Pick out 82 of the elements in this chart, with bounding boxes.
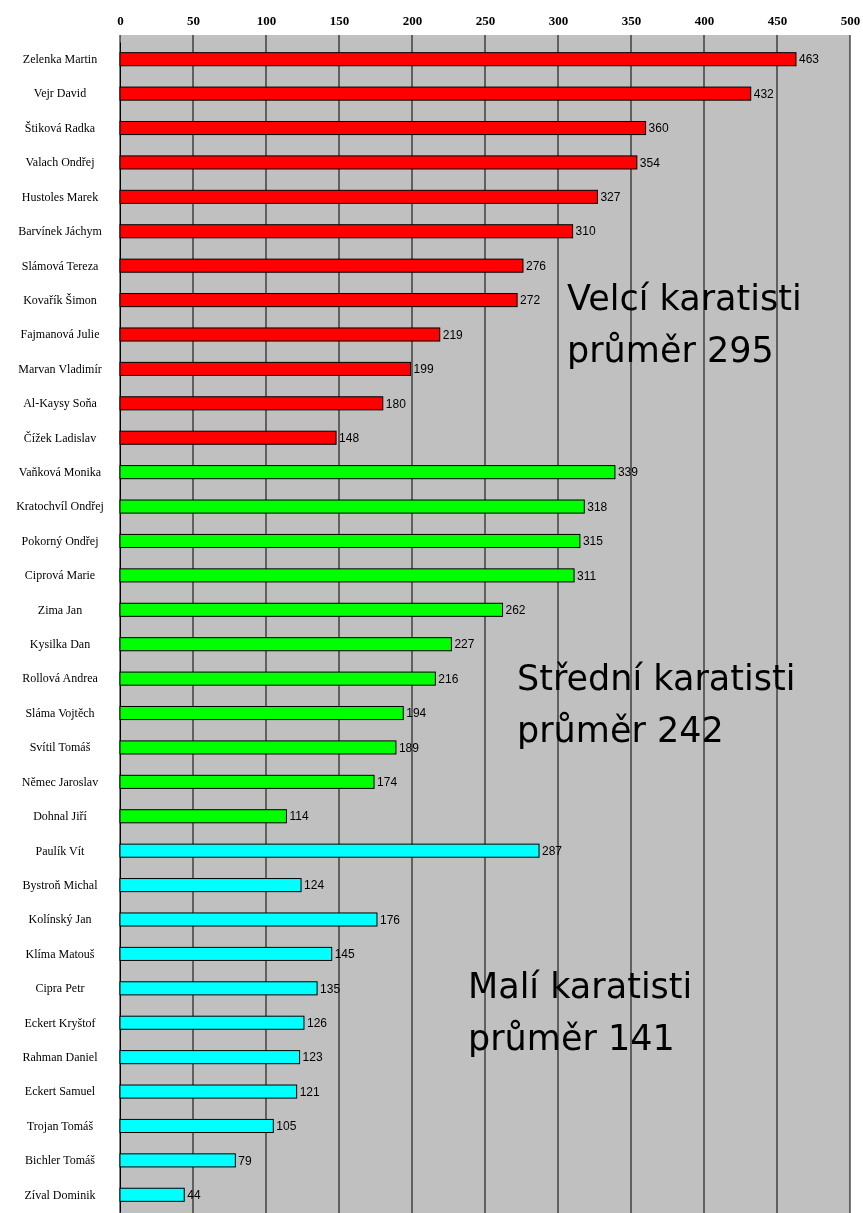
y-tick-label: Slámová Tereza bbox=[21, 258, 99, 273]
data-label: 276 bbox=[525, 258, 547, 273]
x-tick-label: 450 bbox=[767, 13, 788, 28]
y-tick-label: Kysilka Dan bbox=[29, 637, 91, 652]
data-label: 327 bbox=[600, 190, 621, 205]
y-tick-label: Sláma Vojtěch bbox=[25, 705, 95, 720]
y-tick-label: Trojan Tomáš bbox=[26, 1118, 94, 1133]
y-tick-label: Vejr David bbox=[33, 86, 87, 101]
x-tick-label: 0 bbox=[117, 13, 124, 28]
y-tick-label: Rollová Andrea bbox=[22, 671, 99, 686]
y-tick-label: Zima Jan bbox=[37, 602, 83, 617]
x-tick-label: 400 bbox=[694, 13, 715, 28]
y-tick-label: Kovařík Šimon bbox=[23, 292, 97, 307]
y-tick-label: Štiková Radka bbox=[24, 120, 96, 135]
data-label: 180 bbox=[385, 396, 407, 411]
data-label: 135 bbox=[320, 981, 341, 996]
y-tick-label: Kratochvíl Ondřej bbox=[16, 499, 104, 514]
x-tick-label: 350 bbox=[621, 13, 642, 28]
annotation: Střední karatisti průměr 242 bbox=[517, 658, 796, 750]
y-tick-label: Al-Kaysy Soňa bbox=[23, 396, 98, 411]
y-tick-label: Bichler Tomáš bbox=[25, 1153, 96, 1168]
data-label: 360 bbox=[648, 121, 669, 136]
data-label: 148 bbox=[339, 430, 360, 445]
data-label: 227 bbox=[454, 637, 475, 652]
y-tick-label: Fajmanová Julie bbox=[20, 327, 100, 342]
data-label: 176 bbox=[379, 912, 401, 927]
y-tick-label: Němec Jaroslav bbox=[21, 774, 99, 789]
data-label: 79 bbox=[238, 1153, 253, 1168]
data-label: 272 bbox=[520, 293, 541, 308]
x-tick-label: 300 bbox=[548, 13, 569, 28]
y-tick-label: Zelenka Martin bbox=[22, 52, 98, 67]
y-tick-label: Marvan Vladimír bbox=[18, 361, 102, 376]
data-label: 189 bbox=[398, 740, 420, 755]
data-label: 44 bbox=[187, 1187, 201, 1202]
y-tick-label: Bystroň Michal bbox=[22, 877, 99, 892]
y-tick-label: Dohnal Jiří bbox=[33, 809, 88, 824]
y-tick-label: Pokorný Ondřej bbox=[21, 533, 99, 548]
data-label: 318 bbox=[587, 499, 608, 514]
data-label: 315 bbox=[582, 534, 604, 549]
y-tick-label: Čížek Ladislav bbox=[23, 430, 97, 445]
y-tick-label: Paulík Vít bbox=[35, 843, 86, 858]
data-label: 126 bbox=[306, 1015, 328, 1030]
x-tick-label: 500 bbox=[840, 13, 861, 28]
y-tick-label: Cipra Petr bbox=[35, 981, 85, 996]
data-label: 354 bbox=[639, 155, 661, 170]
x-tick-label: 150 bbox=[329, 13, 350, 28]
x-tick-label: 50 bbox=[187, 13, 200, 28]
x-tick-label: 100 bbox=[256, 13, 277, 28]
y-tick-label: Valach Ondřej bbox=[25, 155, 95, 170]
y-tick-label: Hustoles Marek bbox=[21, 189, 99, 204]
data-label: 216 bbox=[438, 671, 459, 686]
y-tick-label: Klíma Matouš bbox=[25, 946, 95, 961]
y-tick-label: Rahman Daniel bbox=[22, 1049, 99, 1064]
y-tick-label: Zíval Dominik bbox=[24, 1187, 96, 1202]
data-label: 145 bbox=[334, 947, 356, 962]
y-tick-label: Eckert Kryštof bbox=[24, 1015, 96, 1030]
y-tick-label: Kolínský Jan bbox=[28, 912, 92, 927]
data-label: 463 bbox=[798, 52, 820, 67]
data-label: 174 bbox=[377, 775, 398, 790]
data-label: 219 bbox=[442, 327, 464, 342]
data-label: 194 bbox=[406, 706, 427, 721]
x-tick-label: 200 bbox=[402, 13, 423, 28]
data-label: 311 bbox=[577, 568, 597, 583]
y-tick-label: Vaňková Monika bbox=[18, 464, 102, 479]
data-label: 432 bbox=[753, 86, 775, 101]
data-label: 114 bbox=[289, 809, 309, 824]
data-label: 339 bbox=[617, 465, 639, 480]
y-tick-label: Eckert Samuel bbox=[24, 1084, 96, 1099]
data-label: 199 bbox=[413, 362, 434, 377]
y-tick-label: Svítil Tomáš bbox=[29, 740, 91, 755]
annotation: Malí karatisti průměr 141 bbox=[468, 966, 693, 1058]
data-label: 262 bbox=[505, 602, 526, 617]
y-tick-label: Barvínek Jáchym bbox=[18, 224, 103, 239]
annotation: Velcí karatisti průměr 295 bbox=[567, 278, 802, 370]
data-label: 124 bbox=[304, 878, 325, 893]
data-label: 123 bbox=[302, 1050, 323, 1065]
y-tick-label: Ciprová Marie bbox=[24, 568, 96, 583]
data-label: 287 bbox=[542, 843, 563, 858]
data-label: 310 bbox=[575, 224, 596, 239]
x-tick-label: 250 bbox=[475, 13, 496, 28]
data-label: 121 bbox=[299, 1084, 321, 1099]
data-label: 105 bbox=[276, 1119, 297, 1134]
